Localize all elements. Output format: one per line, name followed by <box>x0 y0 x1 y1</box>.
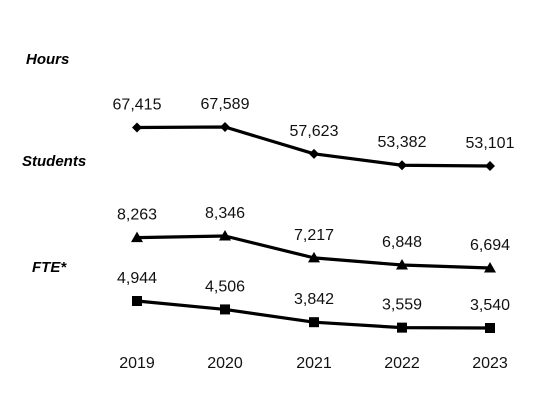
x-tick-label-2020: 2020 <box>207 355 243 372</box>
data-point-fte-2021 <box>309 317 319 328</box>
data-point-hours-2020 <box>220 122 230 132</box>
data-point-students-2021 <box>308 251 320 263</box>
x-tick-label-2023: 2023 <box>472 355 508 372</box>
data-label-hours-2019: 67,415 <box>113 96 162 113</box>
plot-area: 67,415 67,589 57,623 53,382 53,101 8,263 8,346… <box>113 96 515 372</box>
data-point-fte-2020 <box>220 304 230 315</box>
data-label-fte-2019: 4,944 <box>117 270 157 287</box>
data-label-students-2020: 8,346 <box>205 205 245 222</box>
x-tick-label-2021: 2021 <box>296 355 332 372</box>
series-label-students: Students <box>22 153 86 170</box>
data-point-students-2023 <box>484 262 496 273</box>
data-label-hours-2022: 53,382 <box>378 134 427 151</box>
data-point-hours-2023 <box>485 161 495 171</box>
data-label-fte-2023: 3,540 <box>470 297 510 314</box>
data-point-hours-2019 <box>132 122 142 133</box>
data-label-fte-2020: 4,506 <box>205 278 245 295</box>
series-label-hours: Hours <box>26 51 69 68</box>
series-label-fte: FTE* <box>32 259 67 276</box>
x-tick-label-2019: 2019 <box>119 355 155 372</box>
data-point-fte-2023 <box>485 323 495 333</box>
data-point-hours-2022 <box>397 160 407 171</box>
x-tick-label-2022: 2022 <box>384 355 420 372</box>
data-point-fte-2019 <box>132 296 142 306</box>
data-point-students-2019 <box>131 231 143 243</box>
data-point-fte-2022 <box>397 322 407 333</box>
data-label-students-2019: 8,263 <box>117 207 157 224</box>
data-label-fte-2021: 3,842 <box>294 291 334 308</box>
data-point-students-2022 <box>396 259 408 270</box>
data-point-hours-2021 <box>309 148 319 159</box>
data-label-fte-2022: 3,559 <box>382 297 422 314</box>
data-label-students-2022: 6,848 <box>382 234 422 251</box>
data-label-students-2023: 6,694 <box>470 237 510 254</box>
data-label-hours-2023: 53,101 <box>466 135 515 152</box>
data-label-hours-2021: 57,623 <box>290 123 339 140</box>
data-label-students-2021: 7,217 <box>294 227 334 244</box>
data-label-hours-2020: 67,589 <box>201 96 250 113</box>
data-point-students-2020 <box>219 230 231 241</box>
